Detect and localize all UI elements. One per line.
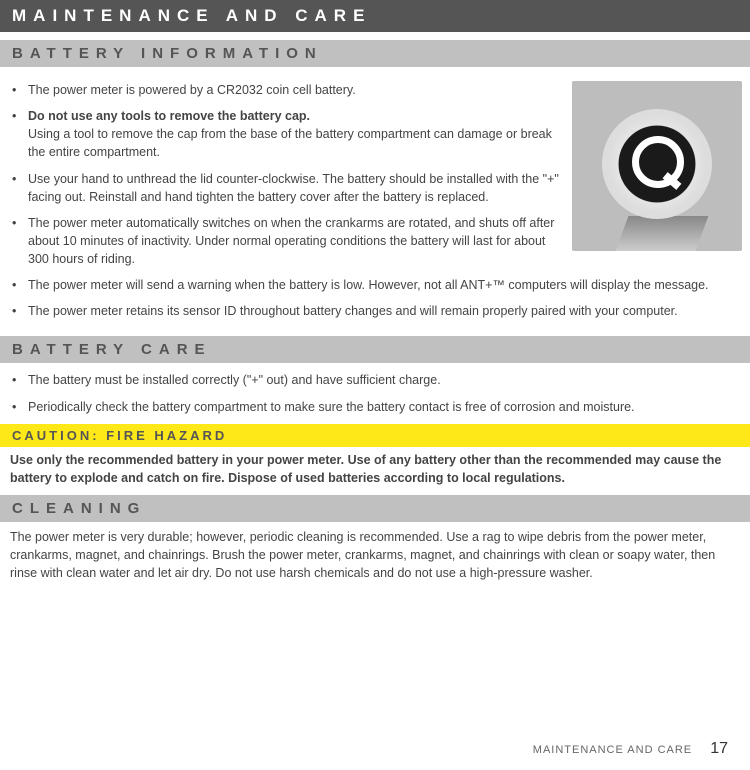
battery-info-list: The power meter is powered by a CR2032 c… [0,81,750,320]
item-rest: Using a tool to remove the cap from the … [28,127,552,159]
page-number: 17 [710,740,728,757]
list-item: Periodically check the battery compartme… [10,398,740,416]
list-item: The power meter will send a warning when… [10,276,740,294]
section-battery-information-title: BATTERY INFORMATION [0,40,750,67]
battery-information-section: The power meter is powered by a CR2032 c… [0,73,750,328]
list-item: The power meter is powered by a CR2032 c… [10,81,740,99]
list-item: The power meter automatically switches o… [10,214,740,268]
footer-label: MAINTENANCE AND CARE [533,744,692,756]
battery-care-list: The battery must be installed correctly … [0,371,750,415]
bold-lead: Do not use any tools to remove the batte… [28,109,310,123]
list-item: Do not use any tools to remove the batte… [10,107,740,161]
caution-title: CAUTION: FIRE HAZARD [0,424,750,447]
list-item: The power meter retains its sensor ID th… [10,302,740,320]
page-footer: MAINTENANCE AND CARE 17 [533,740,728,758]
cleaning-body: The power meter is very durable; however… [0,528,750,582]
caution-body: Use only the recommended battery in your… [0,451,750,487]
section-cleaning-title: CLEANING [0,495,750,522]
section-battery-care-title: BATTERY CARE [0,336,750,363]
page-title: MAINTENANCE AND CARE [0,0,750,32]
list-item: Use your hand to unthread the lid counte… [10,170,740,206]
list-item: The battery must be installed correctly … [10,371,740,389]
